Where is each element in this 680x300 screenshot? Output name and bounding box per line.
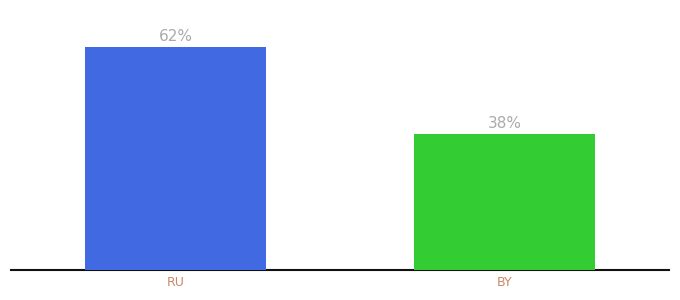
Bar	[414, 134, 595, 270]
Bar	[85, 47, 266, 270]
Text: 62%: 62%	[158, 29, 192, 44]
Text: 38%: 38%	[488, 116, 522, 130]
